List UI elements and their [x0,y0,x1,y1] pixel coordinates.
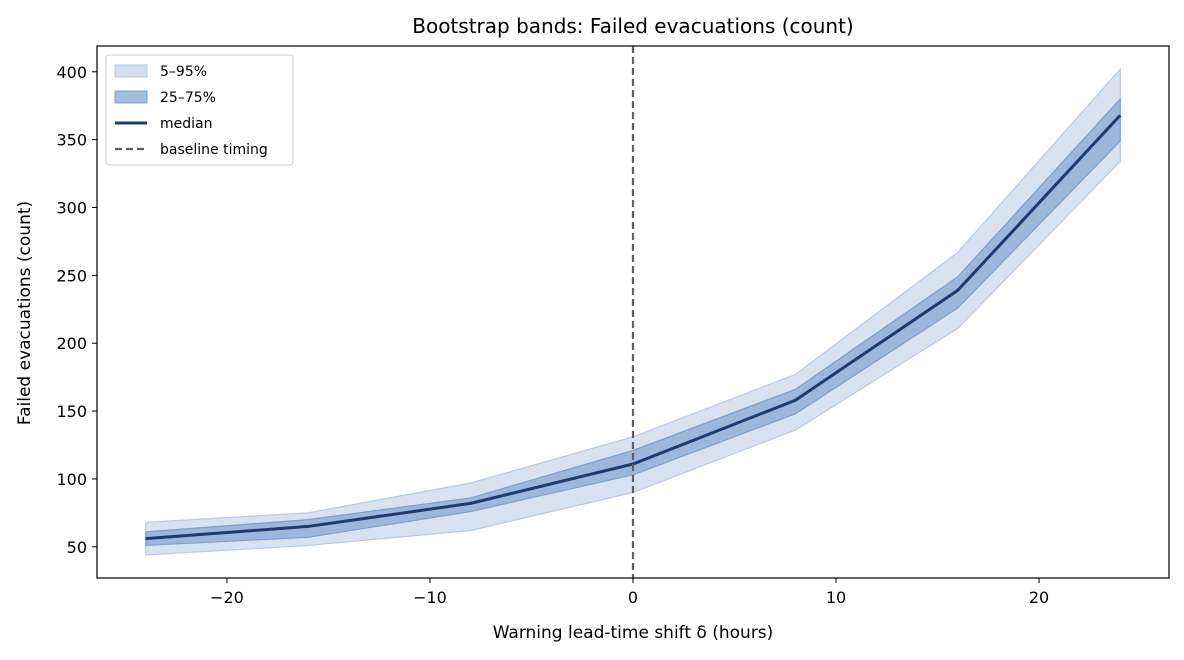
legend-swatch [115,91,147,103]
legend-swatch [115,65,147,77]
y-tick-label: 400 [56,63,87,82]
y-tick-label: 250 [56,266,87,285]
legend: 5–95% 25–75% median baseline timing [106,55,293,165]
x-axis-label: Warning lead-time shift δ (hours) [493,623,774,643]
x-tick-label: −20 [210,588,244,607]
y-tick-label: 350 [56,131,87,150]
y-tick-label: 300 [56,199,87,218]
y-tick-label: 100 [56,470,87,489]
legend-label: baseline timing [160,142,268,158]
x-tick-label: 20 [1029,588,1049,607]
x-tick-label: 10 [826,588,846,607]
y-axis-label: Failed evacuations (count) [15,201,35,425]
x-tick-label: 0 [628,588,638,607]
legend-label: 5–95% [160,64,207,80]
legend-label: 25–75% [160,90,216,106]
y-tick-label: 200 [56,334,87,353]
y-tick-label: 150 [56,402,87,421]
legend-label: median [160,116,212,132]
y-tick-label: 50 [67,538,87,557]
x-tick-label: −10 [413,588,447,607]
chart-title: Bootstrap bands: Failed evacuations (cou… [412,14,854,38]
